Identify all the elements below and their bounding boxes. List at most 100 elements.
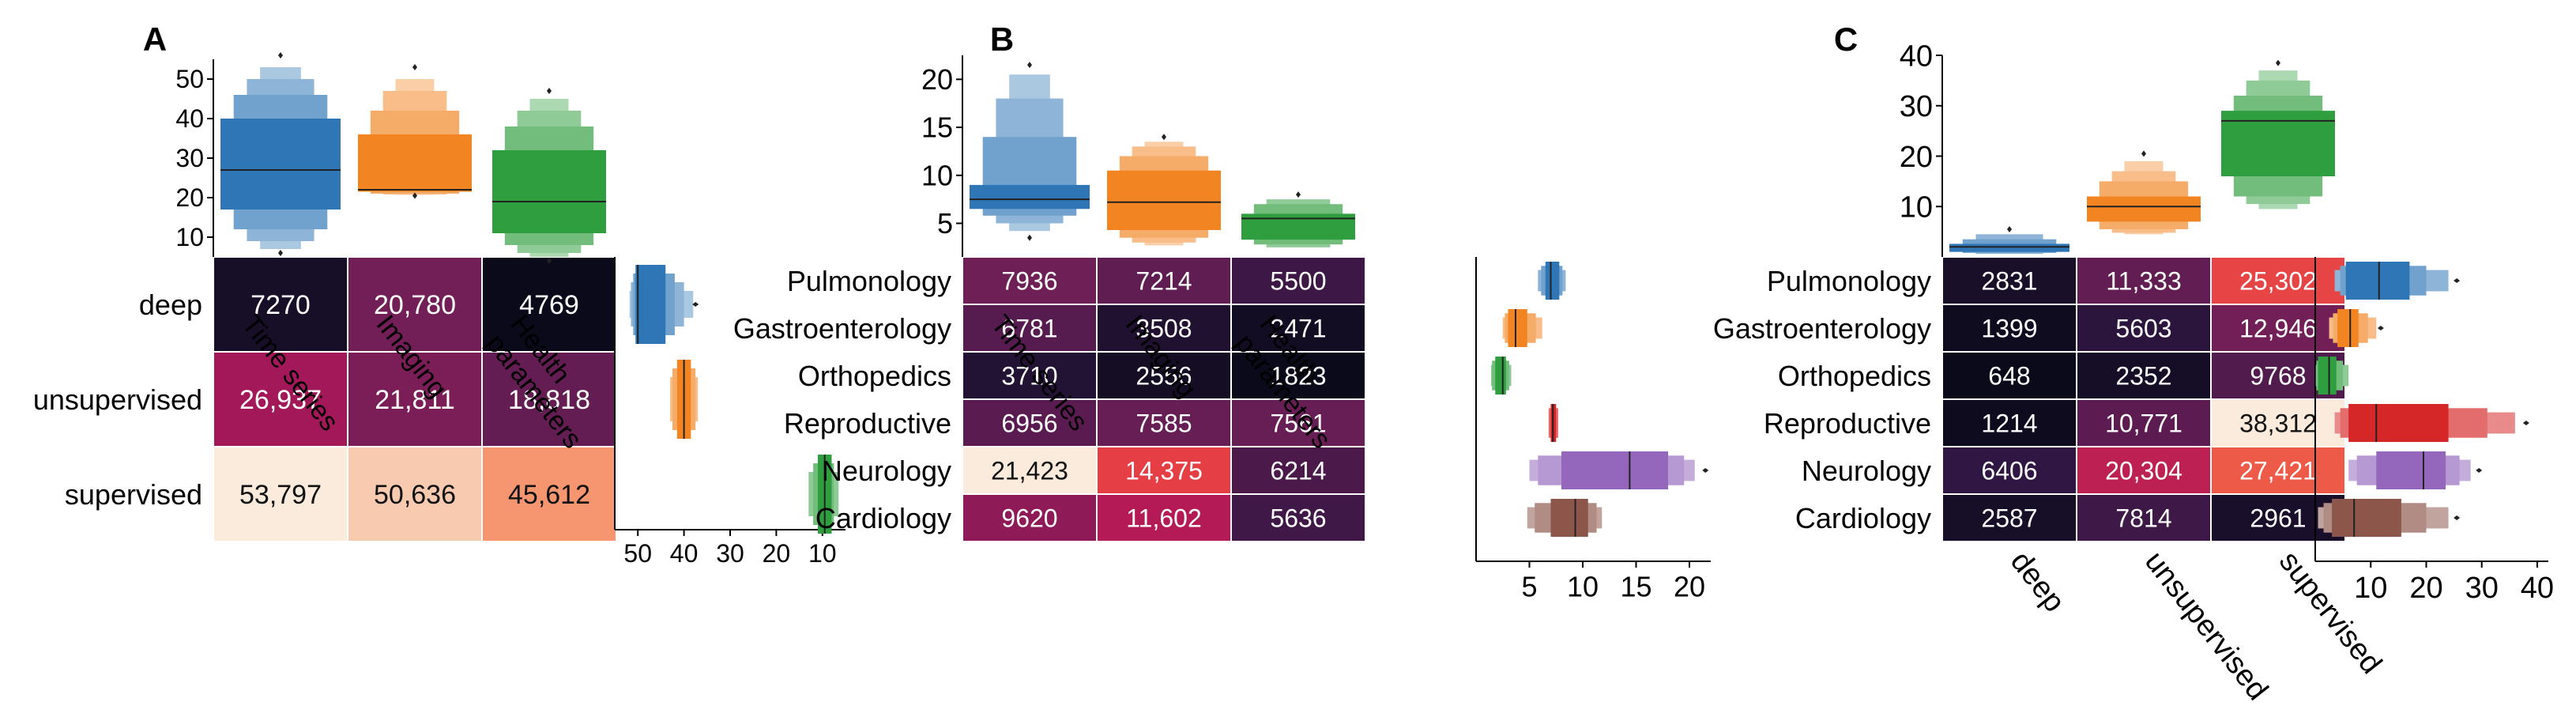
- row-label: Reproductive: [1764, 407, 1931, 440]
- boxen-box: [220, 119, 341, 210]
- top-y-tick-label: 15: [921, 111, 953, 144]
- heatmap-cell-label: 2471: [1270, 315, 1326, 343]
- heatmap-cell-label: 7270: [250, 290, 311, 320]
- heatmap-cell-label: 648: [1988, 362, 2030, 391]
- boxen-outlier: [2141, 150, 2146, 157]
- row-label: Orthopedics: [1778, 360, 1931, 392]
- side-boxen-6: [2318, 499, 2461, 537]
- heatmap-cell-label: 6214: [1270, 457, 1326, 485]
- heatmap-cell-label: 5636: [1270, 504, 1326, 533]
- side-boxen-2: [670, 360, 699, 439]
- heatmap-cell-label: 21,811: [375, 385, 454, 415]
- top-y-tick-label: 20: [175, 183, 204, 212]
- boxen-outlier: [412, 192, 417, 199]
- boxen-box: [1241, 213, 1355, 240]
- top-boxen-2: [358, 64, 472, 199]
- heatmap-cell-label: 2961: [2250, 504, 2306, 533]
- heatmap-cell-label: 11,333: [2106, 267, 2182, 296]
- column-label: deep: [2004, 545, 2071, 618]
- row-label: supervised: [65, 478, 202, 511]
- side-boxen-5: [1529, 451, 1709, 489]
- heatmap-cell: [1096, 351, 1232, 400]
- row-label: Cardiology: [815, 502, 951, 534]
- row-label: Reproductive: [784, 407, 951, 440]
- heatmap-cell-label: 7214: [1135, 267, 1192, 296]
- heatmap-cell: [347, 256, 483, 353]
- panel-label: C: [1834, 21, 1858, 58]
- heatmap-cell: [962, 493, 1098, 542]
- heatmap-cell-label: 1399: [1981, 315, 2037, 343]
- heatmap: 7936 7214 5500 6781 3508 2471 3710 2556 1823 6956…: [962, 256, 1366, 542]
- heatmap-cell: [2076, 446, 2212, 495]
- heatmap-cell-label: 2352: [2115, 362, 2171, 391]
- row-label: Neurology: [822, 455, 951, 487]
- side-boxen-3: [808, 455, 839, 534]
- heatmap-cell: [1096, 446, 1232, 495]
- side-x-tick-label: 40: [670, 539, 699, 568]
- boxen-box: [2318, 357, 2337, 394]
- boxen-outlier: [2454, 278, 2461, 283]
- heatmap-cell: [2210, 304, 2346, 353]
- row-label: Neurology: [1802, 455, 1931, 487]
- boxen-box: [1545, 262, 1560, 300]
- heatmap-cell-label: 2831: [1981, 267, 2037, 296]
- side-boxen-5: [2348, 451, 2483, 489]
- top-y-tick-label: 10: [175, 223, 204, 251]
- side-x-tick-label: 20: [763, 539, 791, 568]
- heatmap-cell-label: 2587: [1981, 504, 2037, 533]
- side-boxen-plot: 50 40 30 20 10: [614, 257, 845, 568]
- heatmap-cell: [481, 446, 617, 542]
- boxen-outlier: [1296, 191, 1301, 198]
- row-label: Gastroenterology: [733, 312, 951, 345]
- heatmap-cell-label: 12,946: [2239, 315, 2317, 343]
- boxen-outlier: [2522, 421, 2529, 425]
- row-label: Pulmonology: [787, 265, 951, 297]
- side-boxen-1: [629, 265, 699, 344]
- side-boxen-4: [1548, 404, 1558, 442]
- top-y-tick-label: 40: [175, 104, 204, 133]
- heatmap-cell: [1230, 493, 1366, 542]
- heatmap-cell-label: 7585: [1135, 410, 1192, 438]
- heatmap-cell: [2210, 398, 2346, 447]
- heatmap-cell-label: 9768: [2250, 362, 2306, 391]
- heatmap-cell: [1941, 398, 2077, 447]
- top-boxen-plot: 5 10 15 20: [921, 55, 1355, 257]
- heatmap-cell-label: 20,304: [2105, 457, 2182, 485]
- boxen-outlier: [2007, 225, 2012, 232]
- side-boxen-6: [1527, 499, 1602, 537]
- heatmap-cell-label: 4769: [519, 290, 579, 320]
- top-boxen-1: [970, 62, 1090, 241]
- heatmap-cell: [2076, 351, 2212, 400]
- heatmap-cell: [1096, 493, 1232, 542]
- boxen-outlier: [2377, 326, 2384, 330]
- heatmap-cell-label: 38,312: [2239, 410, 2317, 438]
- heatmap-cell-label: 18,818: [508, 385, 590, 415]
- heatmap: 7270 20,780 4769 26,937 21,811 18,818 53,797 50…: [213, 256, 617, 542]
- side-x-tick-label: 10: [808, 539, 837, 568]
- side-x-tick-label: 40: [2521, 572, 2554, 605]
- top-y-tick-label: 20: [1900, 141, 1933, 174]
- heatmap-cell-label: 5500: [1270, 267, 1326, 296]
- heatmap-cell: [213, 256, 348, 353]
- heatmap-cell-label: 53,797: [239, 480, 322, 510]
- top-boxen-2: [2087, 150, 2201, 235]
- panel-a: A 7270 20,780 4769 26,937 21,811 18,818 53,797 5…: [33, 21, 845, 568]
- boxen-box: [2332, 499, 2401, 537]
- side-x-tick-label: 20: [2409, 572, 2442, 605]
- top-boxen-plot: 10 20 30 40: [1900, 40, 2335, 257]
- boxen-box: [1508, 309, 1527, 347]
- top-boxen-1: [1949, 225, 2069, 255]
- boxen-outlier: [2476, 468, 2483, 473]
- boxen-outlier: [278, 52, 283, 59]
- boxen-outlier: [1702, 468, 1709, 473]
- boxen-outlier: [412, 64, 417, 70]
- side-x-tick-label: 10: [1567, 570, 1599, 602]
- heatmap-cell: [1941, 351, 2077, 400]
- side-boxen-1: [2334, 262, 2461, 300]
- heatmap-cell-label: 45,612: [508, 480, 590, 510]
- side-x-tick-label: 10: [2354, 572, 2387, 605]
- row-label: deep: [139, 289, 202, 321]
- side-boxen-4: [2334, 404, 2529, 442]
- heatmap-cell: [962, 351, 1098, 400]
- top-y-tick-label: 10: [1900, 191, 1933, 225]
